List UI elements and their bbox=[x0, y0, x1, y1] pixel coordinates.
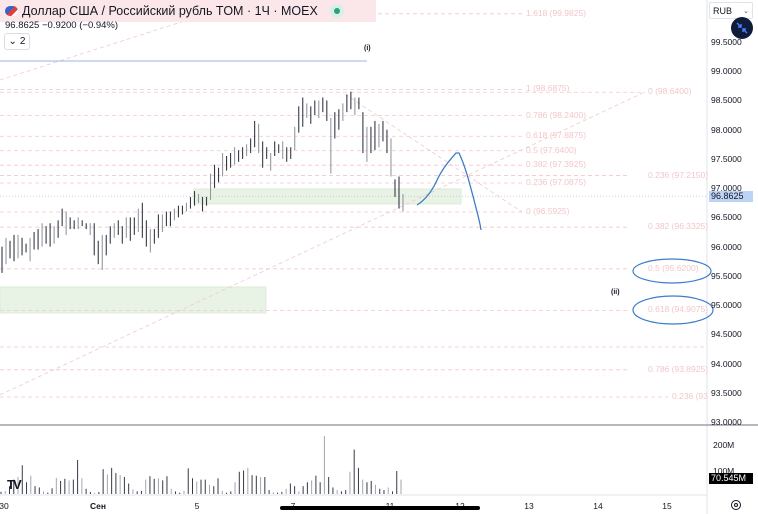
time-scrollbar[interactable] bbox=[280, 506, 480, 510]
demand-zone-lower[interactable] bbox=[0, 286, 267, 314]
fib-level-label: 0.382 (97.3925) bbox=[526, 159, 587, 170]
chevron-down-icon: ⌄ bbox=[8, 36, 17, 47]
fib-trendline-drop[interactable] bbox=[344, 93, 523, 213]
symbol-header-highlight bbox=[0, 0, 376, 22]
time-axis-label: Сен bbox=[90, 501, 106, 511]
fib-level-label: 0.618 (97.8875) bbox=[526, 130, 587, 141]
price-axis-label: 94.0000 bbox=[711, 358, 742, 369]
time-axis-label: 30 bbox=[0, 501, 9, 511]
indicators-count: 2 bbox=[19, 36, 26, 47]
price-axis-label: 94.5000 bbox=[711, 329, 742, 340]
wave-label-i[interactable]: (i) bbox=[364, 45, 371, 52]
settings-icon[interactable] bbox=[731, 500, 741, 510]
current-volume-tag: 70.545M bbox=[709, 473, 753, 484]
fib-level-label: 0.236 (97.2150) bbox=[648, 169, 709, 180]
price-axis-label: 93.5000 bbox=[711, 387, 742, 398]
price-axis-label: 99.5000 bbox=[711, 37, 742, 47]
price-axis-label: 97.5000 bbox=[711, 153, 742, 164]
fib-level-label: 0.236 (97.0875) bbox=[526, 177, 587, 188]
tradingview-logo[interactable]: TV bbox=[7, 477, 22, 492]
price-change: −0.9200 bbox=[41, 20, 77, 31]
price-axis-label: 93.0000 bbox=[711, 416, 742, 427]
volume-axis-label: 200M bbox=[713, 440, 735, 450]
price-axis-label: 96.5000 bbox=[711, 212, 742, 223]
fib-level-label: 0.5 (95.6200) bbox=[648, 262, 699, 273]
price-axis-label: 95.5000 bbox=[711, 270, 742, 281]
time-axis-label: 14 bbox=[593, 501, 603, 511]
time-axis-label: 15 bbox=[662, 501, 672, 511]
fib-level-label: 1.618 (99.9825) bbox=[526, 7, 587, 18]
time-axis-label: 5 bbox=[194, 501, 200, 511]
fib-level-label: 0 (98.6400) bbox=[648, 86, 692, 97]
price-change-pct: (−0.94%) bbox=[79, 20, 119, 31]
market-status-icon bbox=[329, 4, 344, 18]
current-price-tag: 96.8625 bbox=[709, 191, 753, 202]
currency-select[interactable]: RUB ⌄ bbox=[709, 2, 753, 19]
fib-level-label: 0.786 (98.2400) bbox=[526, 109, 587, 120]
fib-level-label: 0.618 (94.9075) bbox=[648, 304, 709, 315]
indicators-toggle-button[interactable]: ⌄ 2 bbox=[4, 33, 30, 50]
collapse-arrows-button[interactable] bbox=[731, 17, 753, 39]
currency-value: RUB bbox=[713, 5, 733, 16]
price-axis-label: 98.0000 bbox=[711, 124, 742, 135]
price-axis-label: 95.0000 bbox=[711, 300, 742, 311]
highlight-ellipse-0-5[interactable] bbox=[632, 258, 712, 284]
price-axis-label: 96.0000 bbox=[711, 241, 742, 252]
wave-label-ii[interactable]: (ii) bbox=[611, 289, 620, 296]
chevron-down-icon: ⌄ bbox=[743, 7, 749, 15]
highlight-ellipse-0-618[interactable] bbox=[632, 295, 714, 325]
usd-rub-flag-icon bbox=[5, 6, 18, 16]
price-axis-label: 98.5000 bbox=[711, 95, 742, 106]
price-axis-label: 97.0000 bbox=[711, 183, 742, 194]
fib-level-label: 0.382 (96.3325) bbox=[648, 221, 709, 232]
volume-axis-label: 100M bbox=[713, 466, 735, 476]
time-axis-label: 13 bbox=[524, 501, 534, 511]
last-price: 96.8625 bbox=[5, 20, 40, 31]
price-change-line: 96.8625 −0.9200 (−0.94%) bbox=[5, 20, 118, 31]
price-axis-label: 99.0000 bbox=[711, 66, 742, 77]
forecast-path[interactable] bbox=[416, 152, 482, 231]
fib-level-label: 0.786 (93.8925) bbox=[648, 363, 709, 374]
fib-level-label: 0 (96.5925) bbox=[526, 205, 570, 216]
fib-level-label: 1 (98.6875) bbox=[526, 83, 570, 94]
fib-level-label: 0.5 (97.6400) bbox=[526, 144, 577, 155]
fib-level-label: 0.236 (93 bbox=[672, 391, 708, 401]
symbol-title-text: Доллар США / Российский рубль TOM · 1Ч ·… bbox=[22, 4, 318, 18]
symbol-title[interactable]: Доллар США / Российский рубль TOM · 1Ч ·… bbox=[5, 4, 344, 18]
collapse-arrows-icon bbox=[736, 22, 748, 34]
